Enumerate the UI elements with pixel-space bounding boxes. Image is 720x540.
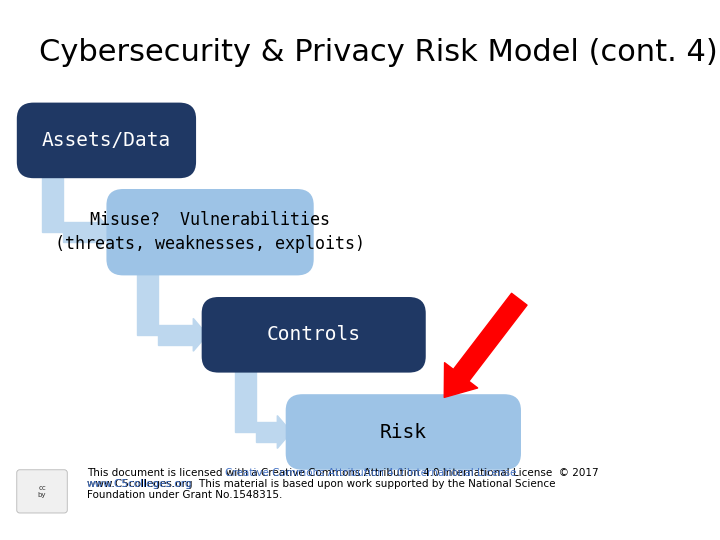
FancyBboxPatch shape	[202, 297, 426, 373]
Text: www.C5colleges.org  This material is based upon work supported by the National S: www.C5colleges.org This material is base…	[87, 478, 555, 489]
Text: cc
by: cc by	[37, 485, 46, 498]
Text: Controls: Controls	[266, 325, 361, 345]
Polygon shape	[193, 319, 207, 351]
Polygon shape	[277, 416, 292, 448]
Polygon shape	[158, 325, 193, 345]
FancyBboxPatch shape	[17, 470, 67, 513]
FancyBboxPatch shape	[286, 394, 521, 470]
Text: Foundation under Grant No.1548315.: Foundation under Grant No.1548315.	[87, 489, 282, 500]
Text: Misuse?  Vulnerabilities
(threats, weaknesses, exploits): Misuse? Vulnerabilities (threats, weakne…	[55, 211, 365, 253]
Polygon shape	[98, 216, 112, 248]
Text: Risk: Risk	[380, 422, 427, 442]
FancyBboxPatch shape	[17, 103, 196, 178]
Polygon shape	[235, 367, 256, 432]
Polygon shape	[137, 270, 158, 335]
FancyBboxPatch shape	[107, 189, 314, 275]
Text: Assets/Data: Assets/Data	[42, 131, 171, 150]
Text: This document is licensed with a Creative Commons Attribution 4.0 International : This document is licensed with a Creativ…	[87, 468, 598, 478]
Text: Creative Commons Attribution 4.0 International License: Creative Commons Attribution 4.0 Interna…	[225, 468, 516, 478]
Polygon shape	[42, 173, 63, 232]
FancyArrowPatch shape	[444, 293, 527, 397]
Polygon shape	[63, 222, 98, 242]
Text: Cybersecurity & Privacy Risk Model (cont. 4): Cybersecurity & Privacy Risk Model (cont…	[39, 38, 718, 67]
Text: www.C5colleges.org: www.C5colleges.org	[87, 478, 192, 489]
Polygon shape	[256, 422, 277, 442]
